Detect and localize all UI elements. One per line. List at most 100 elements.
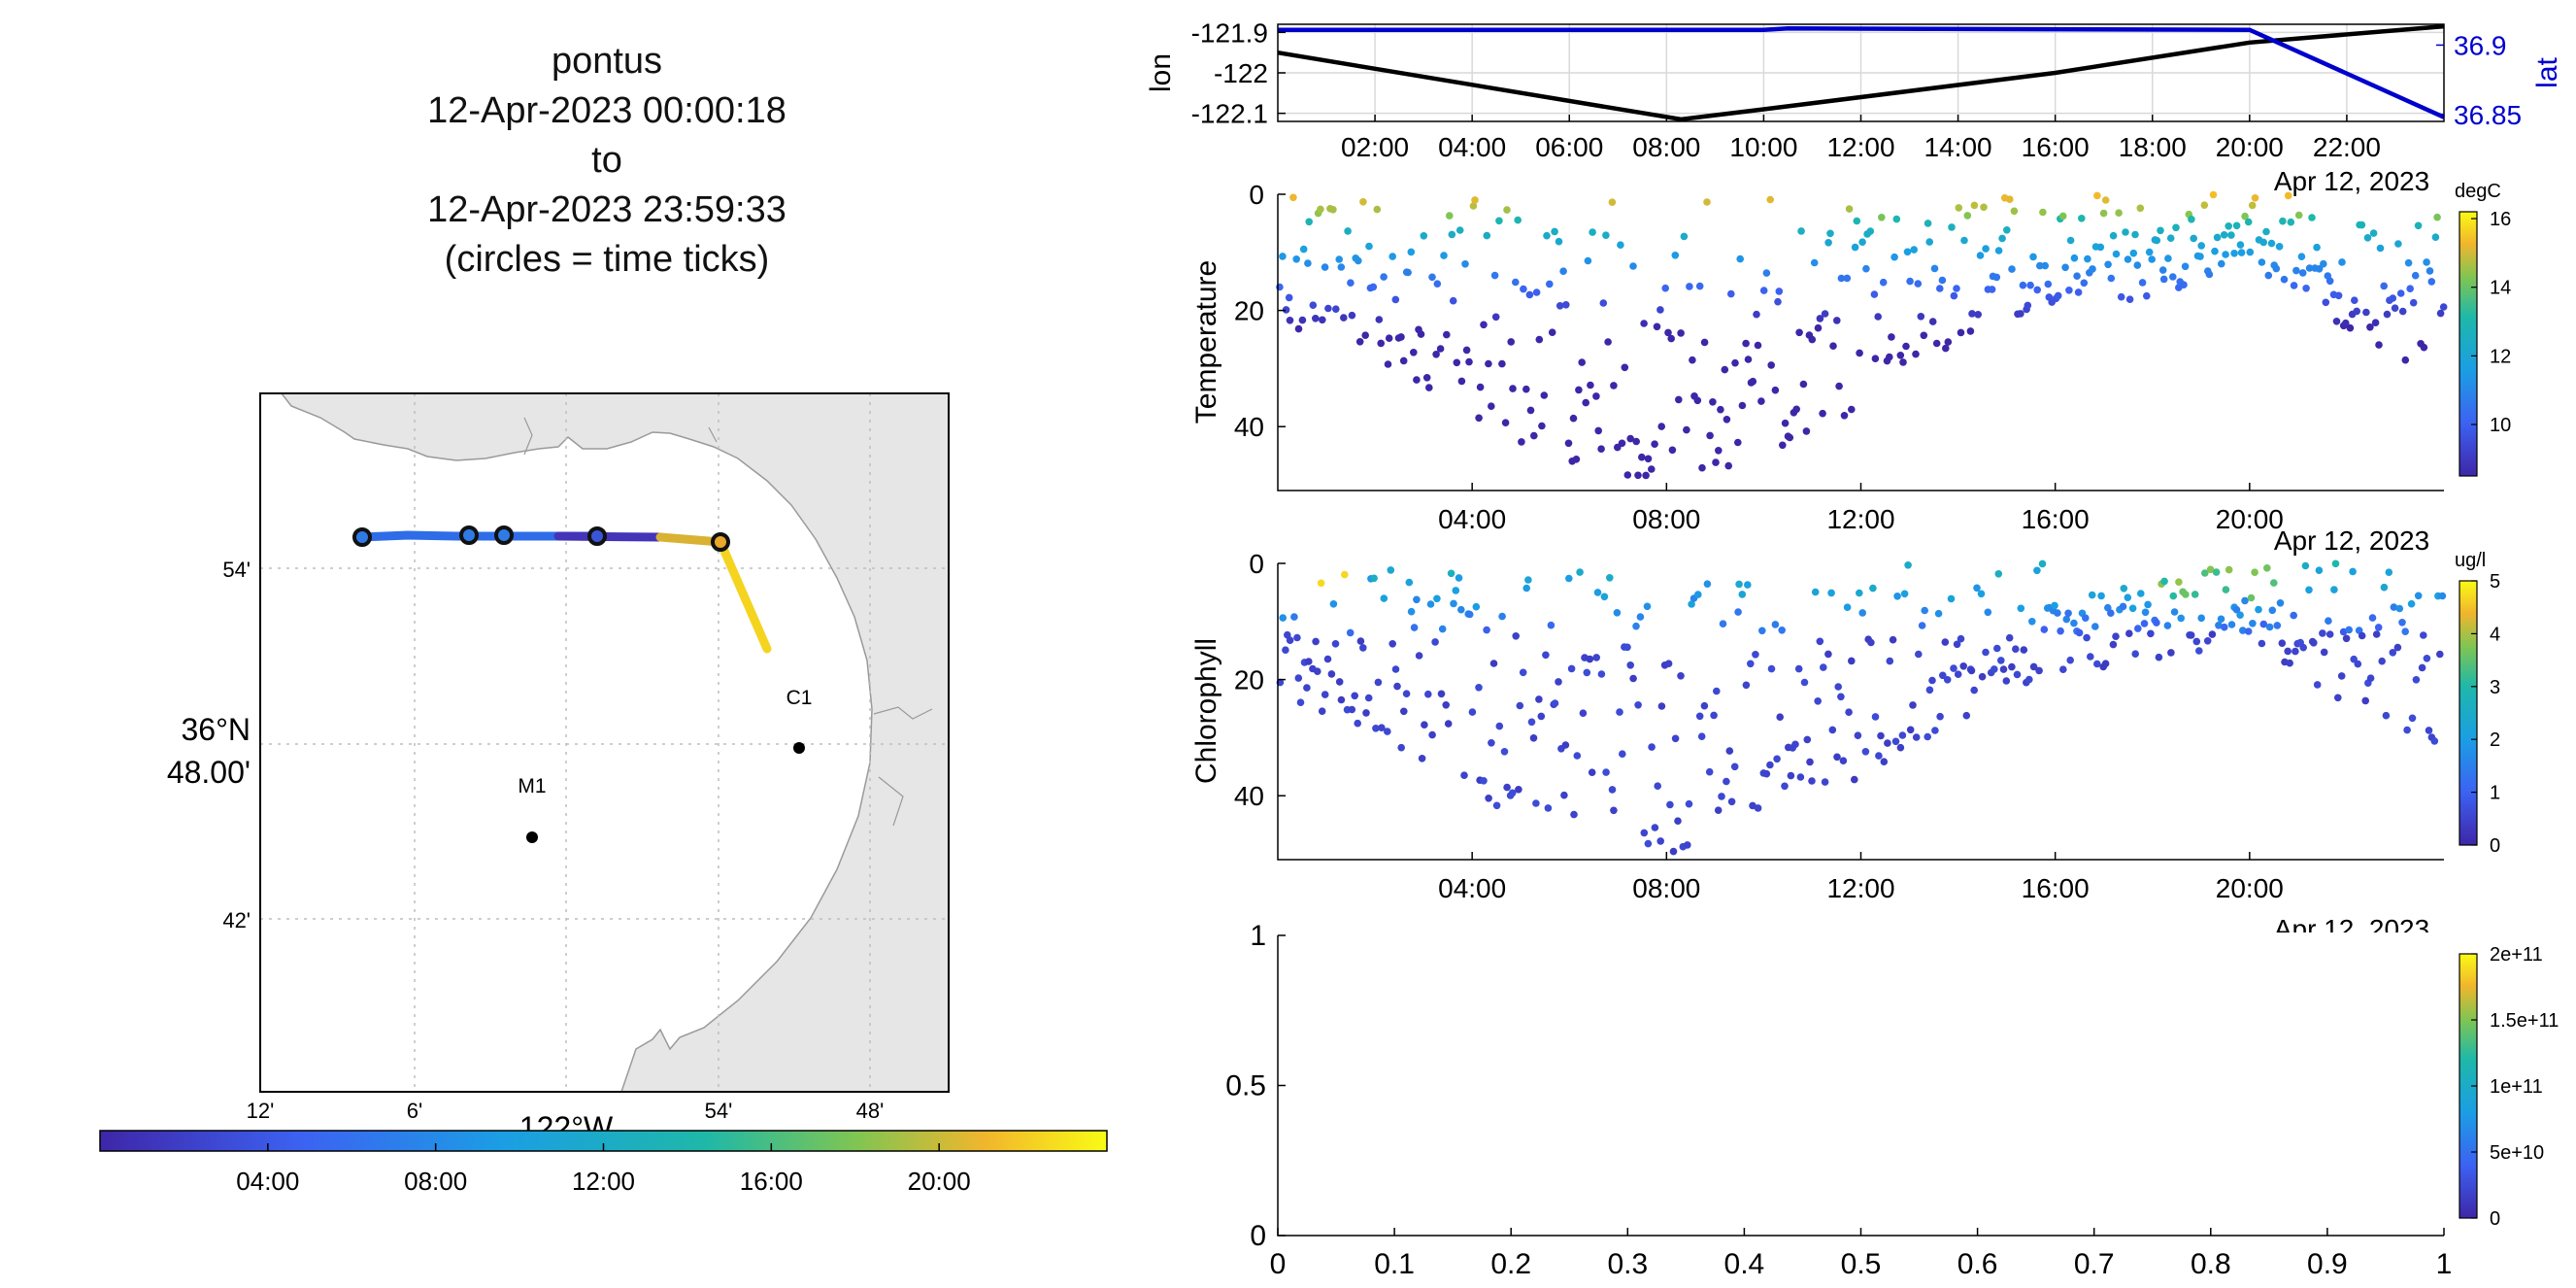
scatter-point bbox=[1512, 278, 1520, 287]
scatter-point bbox=[1453, 358, 1461, 367]
scatter-point bbox=[1324, 304, 1332, 313]
scatter-point bbox=[1976, 252, 1985, 259]
empty-panel-colorbar-ticks: 2e+11 1.5e+11 1e+11 5e+10 0 bbox=[2471, 944, 2559, 1230]
scatter-point bbox=[2059, 665, 2067, 673]
scatter-point bbox=[2302, 285, 2310, 292]
position-x-tick-label: 14:00 bbox=[1924, 132, 1992, 162]
scatter-point bbox=[1359, 198, 1367, 206]
scatter-point bbox=[2420, 343, 2428, 352]
scatter-point bbox=[1370, 574, 1378, 583]
x-tick-label: 0.1 bbox=[1374, 1248, 1415, 1280]
colorbar-tick-label: 16 bbox=[2490, 209, 2511, 230]
scatter-point bbox=[1344, 227, 1352, 235]
scatter-point bbox=[2093, 660, 2101, 668]
lon-y-tick-label: -122.1 bbox=[1191, 99, 1268, 129]
scatter-point bbox=[1292, 255, 1300, 263]
scatter-point bbox=[1779, 441, 1787, 450]
scatter-point bbox=[1773, 755, 1781, 763]
scatter-point bbox=[1636, 613, 1645, 621]
scatter-point bbox=[2398, 619, 2406, 627]
scatter-point bbox=[2013, 670, 2022, 679]
scatter-point bbox=[2244, 218, 2253, 226]
scatter-point bbox=[1888, 333, 1895, 341]
scatter-point bbox=[2313, 243, 2321, 252]
scatter-point bbox=[1884, 739, 1891, 747]
scatter-point bbox=[1547, 621, 1556, 629]
scatter-point bbox=[1289, 193, 1297, 202]
scatter-point bbox=[2222, 586, 2230, 593]
scatter-point bbox=[2403, 726, 2411, 734]
colorbar-tick-label: 1e+11 bbox=[2490, 1076, 2543, 1098]
scatter-point bbox=[1786, 433, 1794, 442]
scatter-point bbox=[1420, 232, 1428, 240]
scatter-point bbox=[1766, 761, 1774, 769]
scatter-point bbox=[2374, 624, 2383, 631]
scatter-point bbox=[1518, 438, 1525, 446]
scatter-point bbox=[2358, 220, 2366, 229]
scatter-point bbox=[1982, 648, 1990, 657]
scatter-point bbox=[1675, 395, 1683, 404]
scatter-point bbox=[1348, 705, 1356, 714]
scatter-point bbox=[2109, 231, 2118, 240]
scatter-point bbox=[1686, 283, 1693, 290]
lat-main-label: 36°N bbox=[182, 712, 251, 747]
scatter-point bbox=[1634, 471, 1642, 480]
scatter-point bbox=[1677, 672, 1685, 680]
scatter-point bbox=[1551, 227, 1558, 236]
scatter-point bbox=[1570, 810, 1578, 819]
scatter-point bbox=[1548, 328, 1556, 337]
scatter-point bbox=[2190, 234, 2197, 243]
scatter-point bbox=[1321, 691, 1329, 698]
scatter-point bbox=[1573, 752, 1582, 760]
scatter-point bbox=[1465, 357, 1473, 366]
scatter-point bbox=[1941, 638, 1950, 646]
scatter-point bbox=[1314, 667, 1321, 675]
scatter-point bbox=[2299, 643, 2307, 652]
time-tick-circle bbox=[711, 532, 730, 552]
scatter-point bbox=[2134, 625, 2142, 632]
scatter-point bbox=[2191, 591, 2199, 598]
scatter-point bbox=[2232, 605, 2241, 614]
scatter-point bbox=[2138, 279, 2147, 287]
scatter-point bbox=[2075, 628, 2084, 637]
scatter-point bbox=[2093, 191, 2101, 200]
scatter-point bbox=[1564, 439, 1573, 448]
scatter-point bbox=[1617, 241, 1624, 249]
scatter-point bbox=[2188, 216, 2195, 223]
scatter-point bbox=[1851, 243, 1859, 252]
scatter-point bbox=[1906, 277, 1914, 286]
scatter-point bbox=[1891, 737, 1900, 746]
scatter-point bbox=[2169, 592, 2178, 600]
scatter-point bbox=[1555, 678, 1562, 686]
scatter-point bbox=[1362, 709, 1370, 717]
scatter-point bbox=[1544, 804, 1553, 812]
scatter-point bbox=[2136, 204, 2145, 213]
scatter-point bbox=[2155, 653, 2163, 661]
scatter-point bbox=[1742, 681, 1751, 690]
scatter-point bbox=[1369, 283, 1378, 291]
scatter-point bbox=[1397, 333, 1405, 341]
scatter-point bbox=[1828, 726, 1837, 734]
scatter-point bbox=[1835, 382, 1843, 390]
scatter-point bbox=[2039, 208, 2047, 217]
scatter-point bbox=[2430, 737, 2439, 745]
scatter-point bbox=[2420, 631, 2427, 639]
scatter-point bbox=[1483, 231, 1491, 240]
scatter-point bbox=[1948, 223, 1956, 231]
position-grid bbox=[1278, 24, 2444, 121]
scatter-point bbox=[1664, 328, 1672, 337]
scatter-point bbox=[1795, 328, 1803, 337]
scatter-point bbox=[1668, 446, 1677, 455]
scatter-point bbox=[1723, 416, 1731, 424]
y-tick-label: 0 bbox=[1249, 549, 1264, 579]
scatter-point bbox=[2195, 647, 2203, 655]
scatter-point bbox=[1404, 268, 1412, 277]
scatter-point bbox=[1661, 284, 1669, 292]
scatter-point bbox=[1657, 423, 1665, 430]
scatter-point bbox=[2028, 618, 2036, 626]
scatter-point bbox=[1503, 206, 1511, 214]
scatter-point bbox=[2334, 291, 2343, 300]
scatter-point bbox=[2083, 633, 2091, 642]
scatter-point bbox=[1991, 665, 1998, 673]
